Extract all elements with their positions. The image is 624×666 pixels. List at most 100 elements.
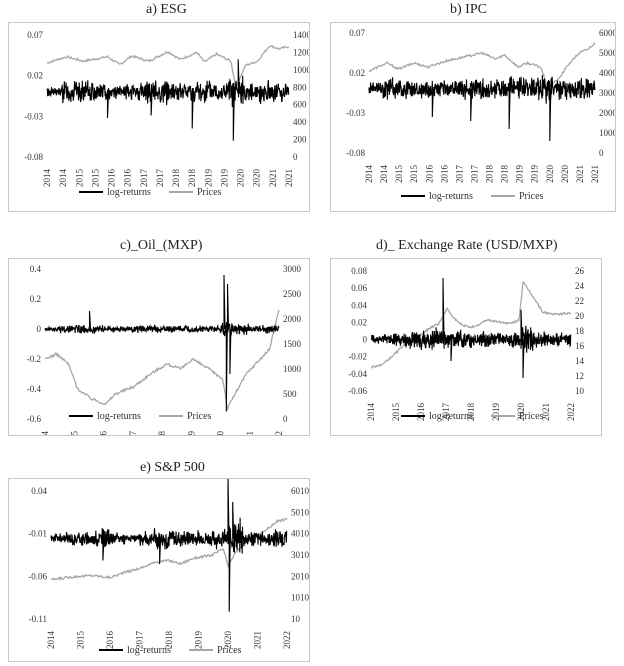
legend-label-log-returns: log-returns	[429, 411, 473, 422]
x-tick-label: 2020	[216, 431, 226, 436]
y-right-tick-label: 2000	[283, 314, 302, 324]
y-right-tick-label: 5010	[291, 507, 309, 517]
y-right-tick-label: 40000	[599, 68, 615, 78]
y-right-tick-label: 500	[283, 389, 297, 399]
y-left-tick-label: 0.02	[351, 317, 367, 327]
x-tick-label: 2014	[364, 165, 374, 184]
y-right-tick-label: 22	[575, 296, 584, 306]
y-right-tick-label: 18	[575, 326, 585, 336]
x-tick-label: 2021	[245, 431, 255, 435]
x-tick-label: 2018	[164, 631, 174, 650]
x-tick-label: 2014	[379, 165, 389, 184]
legend-label-prices: Prices	[187, 411, 212, 422]
x-tick-label: 2015	[74, 169, 84, 188]
x-tick-label: 2019	[491, 403, 501, 422]
y-right-tick-label: 2500	[283, 289, 302, 299]
y-right-tick-label: 60000	[599, 28, 615, 38]
y-right-tick-label: 4010	[291, 529, 309, 539]
x-tick-label: 2014	[46, 631, 56, 650]
y-left-tick-label: -0.03	[24, 111, 43, 121]
y-left-tick-label: -0.08	[346, 148, 365, 158]
y-left-tick-label: -0.4	[27, 384, 42, 394]
x-tick-label: 2016	[416, 403, 426, 422]
y-right-tick-label: 600	[293, 100, 307, 110]
x-tick-label: 2015	[69, 431, 79, 436]
x-tick-label: 2020	[545, 165, 555, 184]
chart-ipc: 0.07 0.02 -0.03 -0.08 60000 50000 40000 30000 20…	[346, 28, 622, 202]
y-right-tick-label: 0	[599, 148, 604, 158]
x-tick-label: 2018	[466, 403, 476, 422]
y-left-tick-label: -0.06	[28, 571, 47, 581]
series-log-returns-line	[46, 59, 290, 141]
y-left-tick-label: 0	[37, 324, 42, 334]
y-left-tick-label: 0.07	[349, 28, 365, 38]
y-left-tick-label: 0.2	[30, 294, 41, 304]
y-left-tick-label: -0.08	[24, 152, 43, 162]
chart-panel-sp500: 0.04 -0.01 -0.06 -0.11 6010 5010 4010 3010 2010 1…	[8, 476, 310, 662]
y-left-tick-label: 0.04	[351, 300, 367, 310]
series-log-returns-line	[370, 277, 572, 379]
x-tick-label: 2017	[454, 165, 464, 184]
y-right-tick-label: 10	[291, 614, 301, 624]
y-right-tick-label: 16	[575, 341, 585, 351]
series-prices-line	[44, 309, 280, 412]
x-tick-label: 2021	[590, 165, 600, 183]
x-tick-label: 2022	[566, 403, 576, 421]
legend-label-log-returns: log-returns	[97, 411, 141, 422]
y-left-tick-label: 0.02	[349, 68, 365, 78]
y-right-tick-label: 800	[293, 82, 307, 92]
chart-title-b: b) IPC	[450, 2, 487, 17]
x-tick-label: 2017	[469, 165, 479, 184]
y-right-tick-label: 1500	[283, 339, 302, 349]
x-tick-label: 2018	[500, 165, 510, 184]
x-tick-label: 2015	[90, 169, 100, 188]
y-left-tick-label: 0.02	[27, 71, 43, 81]
x-tick-label: 2021	[541, 403, 551, 421]
chart-title-e: e) S&P 500	[140, 460, 205, 475]
y-right-tick-label: 30000	[599, 88, 615, 98]
x-tick-label: 2021	[253, 631, 263, 649]
y-left-tick-label: -0.06	[348, 386, 367, 396]
y-right-tick-label: 1200	[293, 47, 309, 57]
x-tick-label: 2019	[530, 165, 540, 184]
y-left-tick-label: 0.04	[31, 486, 47, 496]
x-tick-label: 2020	[516, 403, 526, 422]
y-left-tick-label: -0.04	[348, 369, 367, 379]
x-tick-label: 2018	[157, 431, 167, 436]
x-tick-label: 2016	[123, 169, 133, 188]
chart-oil: 0.4 0.2 0 -0.2 -0.4 -0.6 3000 2500 2000 1500 1000 5…	[27, 264, 302, 449]
x-tick-label: 2015	[391, 403, 401, 422]
y-right-tick-label: 14	[575, 356, 585, 366]
y-left-tick-label: -0.01	[28, 529, 47, 539]
x-tick-label: 2015	[76, 631, 86, 650]
chart-panel-oil: 0.4 0.2 0 -0.2 -0.4 -0.6 3000 2500 2000 1500 1000 5…	[8, 258, 310, 449]
x-tick-label: 2020	[252, 169, 262, 188]
series-prices-line	[370, 280, 572, 369]
y-right-tick-label: 1000	[293, 65, 309, 75]
series-log-returns-line	[50, 476, 288, 612]
legend-label-prices: Prices	[217, 645, 242, 656]
x-tick-label: 2019	[219, 169, 229, 188]
legend-label-prices: Prices	[519, 411, 544, 422]
y-right-tick-label: 10	[575, 386, 585, 396]
x-tick-label: 2020	[236, 169, 246, 188]
chart-esg: 0.07 0.02 -0.03 -0.08 1400 1200 1000 800 600 400 2…	[24, 30, 311, 198]
x-tick-label: 2017	[441, 403, 451, 422]
y-left-tick-label: -0.02	[348, 352, 367, 362]
y-right-tick-label: 24	[575, 281, 585, 291]
y-left-tick-label: 0.07	[27, 30, 43, 40]
x-tick-label: 2016	[105, 631, 115, 650]
y-right-tick-label: 50000	[599, 48, 615, 58]
y-right-tick-label: 0	[283, 414, 288, 424]
y-right-tick-label: 1000	[283, 364, 302, 374]
series-log-returns-line	[368, 74, 596, 142]
legend-label-prices: Prices	[197, 187, 222, 198]
y-right-tick-label: 200	[293, 135, 307, 145]
y-right-tick-label: 1400	[293, 30, 309, 40]
y-right-tick-label: 6010	[291, 486, 309, 496]
chart-panel-esg: 0.07 0.02 -0.03 -0.08 1400 1200 1000 800 600 400 2…	[8, 22, 312, 212]
x-tick-label: 2021	[284, 169, 294, 187]
y-left-tick-label: 0.06	[351, 283, 367, 293]
y-right-tick-label: 20000	[599, 108, 615, 118]
